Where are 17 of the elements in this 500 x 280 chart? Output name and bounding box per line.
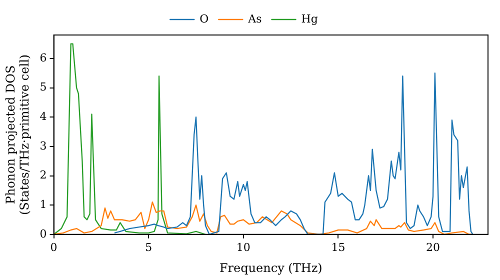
y-tick-label: 6 [40,51,47,64]
legend-label: As [247,12,262,26]
legend-label: O [200,12,209,26]
y-tick-label: 3 [40,139,47,152]
x-tick-label: 0 [50,240,58,254]
y-tick-label: 2 [40,168,47,182]
x-tick-label: 15 [331,240,346,254]
x-tick-label: 20 [426,240,440,254]
y-tick-label: 5 [40,80,47,94]
y-tick-label: 1 [40,198,47,211]
y-axis-title: Phonon projected DOS (States/THz·primitive cell) [3,54,32,216]
y-tick-label: 0 [40,227,47,240]
y-tick-label: 4 [40,110,47,123]
x-axis-title: Frequency (THz) [219,260,322,275]
x-tick-label: 10 [236,240,250,254]
legend-label: Hg [301,12,318,26]
x-tick-label: 5 [145,240,152,254]
